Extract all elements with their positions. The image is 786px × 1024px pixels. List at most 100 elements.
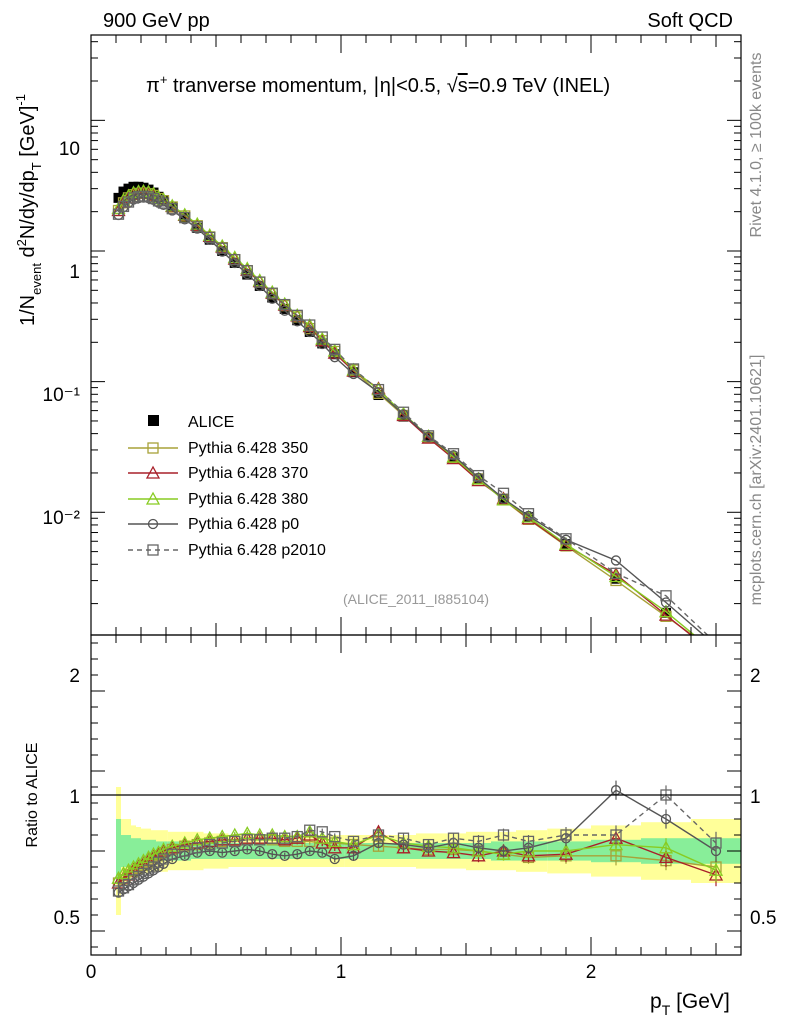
series-1-ratio-point-21 — [302, 827, 317, 841]
series-1-ratio-point-32 — [558, 846, 574, 860]
series-2-ratio-point-1 — [116, 866, 131, 880]
ratio-tick-left-2: 2 — [69, 666, 80, 687]
series-4-point-30 — [497, 487, 510, 499]
series-4-point-18 — [266, 287, 278, 299]
header-right: Soft QCD — [647, 10, 733, 32]
series-4-point-22 — [316, 331, 328, 343]
ratio-tick-right-2: 2 — [750, 666, 761, 687]
series-2-point-29 — [471, 471, 486, 485]
series-2-ratio-point-22 — [315, 830, 330, 844]
legend-label-p2010: Pythia 6.428 p2010 — [188, 542, 326, 559]
ratio-panel-curves — [111, 780, 724, 898]
series-4-ratio-point-29 — [472, 835, 485, 848]
series-4-ratio-point-20 — [291, 830, 303, 843]
series-3-ratio-point-24 — [348, 850, 359, 861]
alice-point-34 — [661, 607, 671, 618]
y-tick-label-0: 10⁻² — [43, 508, 81, 529]
series-4-point-11 — [179, 211, 191, 224]
series-1-ratio-point-20 — [290, 830, 305, 844]
series-1-ratio-point-34 — [658, 850, 674, 864]
mcplots-label: mcplots.cern.ch [arXiv:2401.10621] — [748, 355, 765, 606]
series-4-point-20 — [291, 309, 303, 322]
series-3-point-34 — [660, 597, 672, 608]
series-4-point-15 — [229, 253, 241, 266]
series-4-point-33 — [610, 567, 622, 579]
series-2-ratio-point-24 — [346, 837, 361, 851]
legend: ALICE Pythia 6.428 350 Pythia 6.428 370 … — [128, 414, 326, 559]
series-4-ratio-point-30 — [497, 829, 510, 841]
series-4-point-26 — [397, 406, 410, 418]
series-1-ratio-point-26 — [396, 840, 411, 854]
series-2-ratio-point-19 — [277, 829, 292, 843]
series-4-point-10 — [166, 203, 178, 215]
series-ratio-2 — [111, 824, 724, 884]
series-4-ratio-point-21 — [304, 824, 316, 836]
series-4-point-28 — [447, 448, 460, 460]
series-3-ratio-point-22 — [317, 847, 328, 858]
series-1-ratio-point-28 — [446, 845, 461, 859]
ratio-axis-label: Ratio to ALICE — [24, 743, 41, 848]
x-tick-label-2: 2 — [586, 962, 597, 983]
series-4-point-31 — [522, 508, 535, 520]
series-4-ratio-point-32 — [560, 829, 572, 841]
series-4-ratio-point-28 — [447, 832, 460, 844]
series-3-point-19 — [279, 305, 290, 316]
legend-label-350: Pythia 6.428 350 — [188, 440, 308, 457]
series-4-ratio-point-33 — [610, 829, 622, 841]
series-3-ratio-point-34 — [660, 813, 672, 825]
series-4-ratio-point-10 — [166, 848, 178, 860]
series-2-ratio-point-28 — [446, 840, 461, 854]
series-3-ratio-point-30 — [498, 845, 509, 857]
series-2-point-35 — [710, 647, 722, 658]
legend-marker-2 — [145, 491, 161, 505]
series-3-ratio-point-17 — [254, 845, 265, 857]
series-4-ratio-point-23 — [329, 830, 341, 843]
band-green-4 — [136, 838, 141, 864]
ratio-tick-right-0: 0.5 — [750, 908, 776, 929]
series-3-point-20 — [292, 316, 303, 327]
alice-point-24 — [348, 367, 359, 378]
series-4-ratio-point-26 — [397, 832, 410, 844]
series-2-point-34 — [658, 604, 674, 618]
series-3-ratio-point-20 — [292, 849, 303, 860]
series-4-point-21 — [304, 319, 316, 331]
series-4-ratio-point-35 — [710, 837, 722, 849]
series-2-ratio-point-30 — [496, 846, 511, 860]
series-3-ratio-point-21 — [304, 845, 315, 857]
series-3-ratio-point-19 — [279, 850, 290, 861]
band-green-5 — [141, 839, 146, 863]
analysis-label: (ALICE_2011_I885104) — [343, 591, 489, 607]
series-4-ratio-point-24 — [347, 835, 360, 848]
series-3-point-22 — [317, 338, 328, 350]
y-tick-label-2: 1 — [69, 262, 80, 283]
series-2-ratio-point-35 — [708, 862, 724, 876]
series-4-point-27 — [422, 430, 435, 442]
legend-label-p0: Pythia 6.428 p0 — [188, 516, 299, 533]
series-4-point-25 — [372, 383, 385, 396]
band-green-2 — [126, 835, 131, 867]
ratio-tick-labels: 0.5 1 2 0.5 1 2 — [54, 666, 777, 929]
band-green-1 — [121, 835, 126, 867]
series-1-point-35 — [710, 649, 722, 660]
series-2-ratio-point-23 — [327, 834, 342, 848]
series-4-point-14 — [216, 242, 228, 254]
alice-point-11 — [179, 212, 190, 223]
series-4-ratio-point-17 — [254, 834, 266, 846]
series-4-point-17 — [254, 276, 266, 288]
band-green-3 — [131, 838, 136, 864]
series-4-ratio-point-22 — [316, 826, 328, 838]
x-axis-label: pT [GeV] — [650, 990, 730, 1018]
series-3-ratio-point-18 — [267, 849, 278, 860]
chart-title: π+ tranverse momentum, |η|<0.5, √s=0.9 T… — [146, 72, 610, 97]
series-4-point-13 — [204, 231, 216, 244]
series-4-ratio-point-16 — [241, 834, 253, 846]
series-4-point-19 — [279, 298, 291, 311]
legend-marker-alice — [148, 415, 159, 426]
series-4-point-16 — [241, 265, 253, 277]
series-2-point-33 — [608, 569, 624, 583]
series-4-point-29 — [472, 469, 485, 482]
series-1-ratio-point-31 — [521, 848, 536, 862]
series-2-point-23 — [327, 343, 342, 357]
series-4-point-32 — [560, 533, 572, 545]
